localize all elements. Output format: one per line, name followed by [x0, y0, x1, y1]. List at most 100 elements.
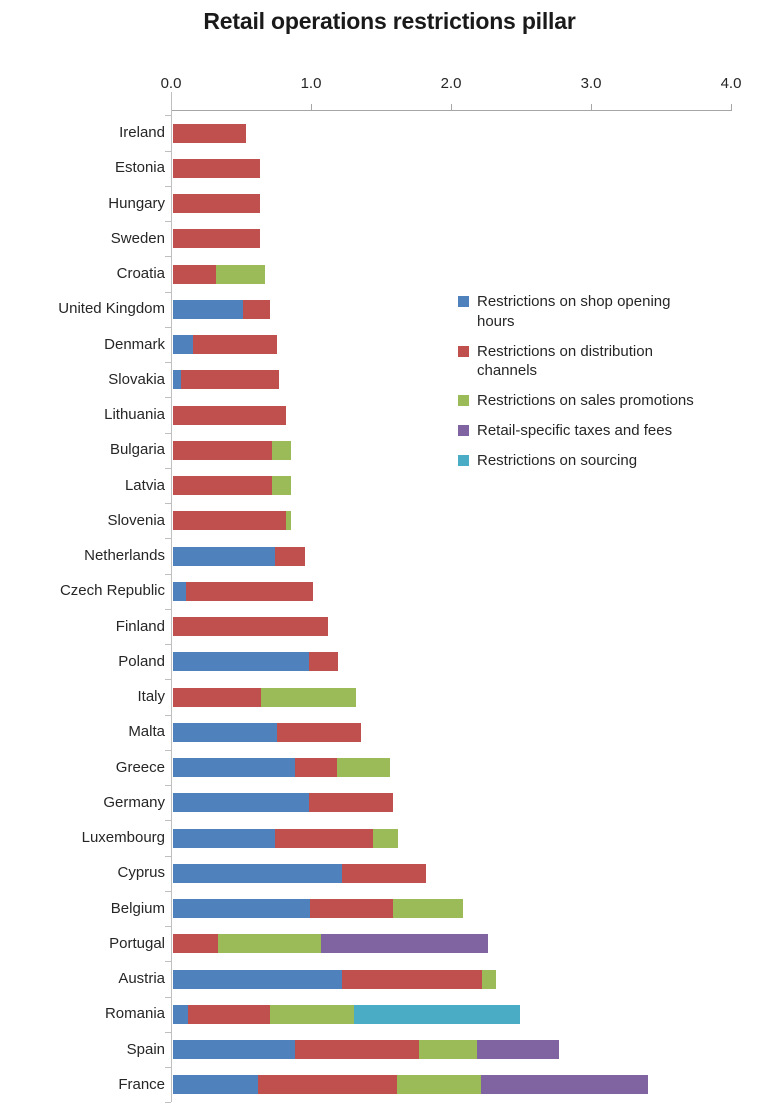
bar-segment[interactable]	[373, 828, 399, 848]
bar-segment[interactable]	[173, 158, 260, 178]
bar-segment[interactable]	[173, 899, 311, 918]
bar-segment[interactable]	[258, 1075, 397, 1095]
bar-row[interactable]	[173, 405, 287, 425]
legend-item[interactable]: Retail-specific taxes and fees	[458, 421, 708, 441]
category-label: Poland	[118, 652, 165, 670]
bar-segment[interactable]	[173, 123, 246, 143]
bar-row[interactable]	[173, 264, 266, 284]
bar-row[interactable]	[173, 1004, 521, 1024]
bar-segment[interactable]	[188, 1004, 270, 1024]
bar-segment[interactable]	[173, 581, 186, 601]
bar-segment[interactable]	[173, 299, 243, 319]
bar-segment[interactable]	[173, 1004, 189, 1024]
bar-segment[interactable]	[342, 863, 427, 883]
bar-row[interactable]	[173, 194, 260, 213]
bar-row[interactable]	[173, 722, 361, 742]
bar-segment[interactable]	[173, 687, 262, 707]
bar-segment[interactable]	[482, 969, 497, 989]
bar-segment[interactable]	[308, 652, 339, 672]
legend-item[interactable]: Restrictions on sales promotions	[458, 391, 708, 411]
bar-row[interactable]	[173, 1075, 648, 1095]
bar-segment[interactable]	[173, 863, 343, 883]
bar-segment[interactable]	[336, 758, 390, 777]
bar-segment[interactable]	[173, 546, 276, 566]
bar-segment[interactable]	[276, 722, 361, 742]
bar-row[interactable]	[173, 476, 291, 495]
bar-row[interactable]	[173, 123, 246, 143]
bar-segment[interactable]	[286, 511, 291, 531]
bar-segment[interactable]	[397, 1075, 481, 1095]
bar-segment[interactable]	[173, 793, 309, 813]
bar-row[interactable]	[173, 299, 270, 319]
bar-segment[interactable]	[173, 758, 295, 777]
y-axis-tick-mark	[165, 961, 171, 962]
bar-row[interactable]	[173, 440, 291, 460]
category-label: Finland	[115, 617, 165, 635]
bar-segment[interactable]	[217, 934, 322, 954]
bar-segment[interactable]	[243, 299, 270, 319]
bar-segment[interactable]	[173, 194, 260, 213]
bar-row[interactable]	[173, 828, 399, 848]
bar-segment[interactable]	[173, 511, 287, 531]
bar-segment[interactable]	[173, 828, 276, 848]
bar-row[interactable]	[173, 1040, 560, 1059]
y-axis-tick-mark	[165, 256, 171, 257]
bar-segment[interactable]	[321, 934, 488, 954]
bar-segment[interactable]	[173, 934, 218, 954]
bar-segment[interactable]	[392, 899, 463, 918]
bar-segment[interactable]	[419, 1040, 477, 1059]
bar-segment[interactable]	[173, 335, 193, 354]
bar-segment[interactable]	[294, 758, 337, 777]
bar-row[interactable]	[173, 969, 497, 989]
bar-row[interactable]	[173, 511, 291, 531]
bar-segment[interactable]	[216, 264, 266, 284]
bar-segment[interactable]	[353, 1004, 521, 1024]
bar-row[interactable]	[173, 546, 305, 566]
bar-segment[interactable]	[173, 264, 217, 284]
bar-segment[interactable]	[173, 969, 343, 989]
bar-segment[interactable]	[272, 476, 291, 495]
bar-segment[interactable]	[261, 687, 357, 707]
bar-row[interactable]	[173, 793, 393, 813]
bar-segment[interactable]	[173, 617, 329, 636]
bar-row[interactable]	[173, 158, 260, 178]
bar-row[interactable]	[173, 899, 463, 918]
bar-row[interactable]	[173, 758, 390, 777]
bar-row[interactable]	[173, 335, 277, 354]
bar-segment[interactable]	[481, 1075, 648, 1095]
legend-item[interactable]: Restrictions on distribution channels	[458, 342, 708, 382]
bar-segment[interactable]	[173, 722, 277, 742]
bar-segment[interactable]	[173, 440, 273, 460]
bar-segment[interactable]	[173, 1075, 259, 1095]
bar-segment[interactable]	[173, 405, 287, 425]
bar-segment[interactable]	[173, 229, 260, 249]
bar-segment[interactable]	[173, 370, 182, 390]
bar-segment[interactable]	[275, 546, 305, 566]
bar-segment[interactable]	[185, 581, 313, 601]
legend-label: Retail-specific taxes and fees	[477, 421, 673, 439]
bar-row[interactable]	[173, 863, 427, 883]
bar-segment[interactable]	[310, 899, 393, 918]
bar-row[interactable]	[173, 229, 260, 249]
category-label: Ireland	[119, 124, 165, 141]
bar-row[interactable]	[173, 652, 339, 672]
bar-segment[interactable]	[173, 476, 273, 495]
bar-segment[interactable]	[192, 335, 277, 354]
bar-segment[interactable]	[294, 1040, 420, 1059]
legend-item[interactable]: Restrictions on sourcing	[458, 451, 708, 471]
bar-row[interactable]	[173, 370, 280, 390]
bar-segment[interactable]	[181, 370, 280, 390]
legend-item[interactable]: Restrictions on shop opening hours	[458, 292, 708, 332]
bar-segment[interactable]	[272, 440, 291, 460]
bar-row[interactable]	[173, 687, 357, 707]
bar-segment[interactable]	[173, 652, 309, 672]
bar-segment[interactable]	[476, 1040, 560, 1059]
bar-row[interactable]	[173, 581, 313, 601]
bar-segment[interactable]	[269, 1004, 354, 1024]
bar-segment[interactable]	[342, 969, 483, 989]
bar-row[interactable]	[173, 934, 488, 954]
bar-segment[interactable]	[308, 793, 393, 813]
bar-segment[interactable]	[173, 1040, 295, 1059]
bar-segment[interactable]	[275, 828, 374, 848]
bar-row[interactable]	[173, 617, 329, 636]
